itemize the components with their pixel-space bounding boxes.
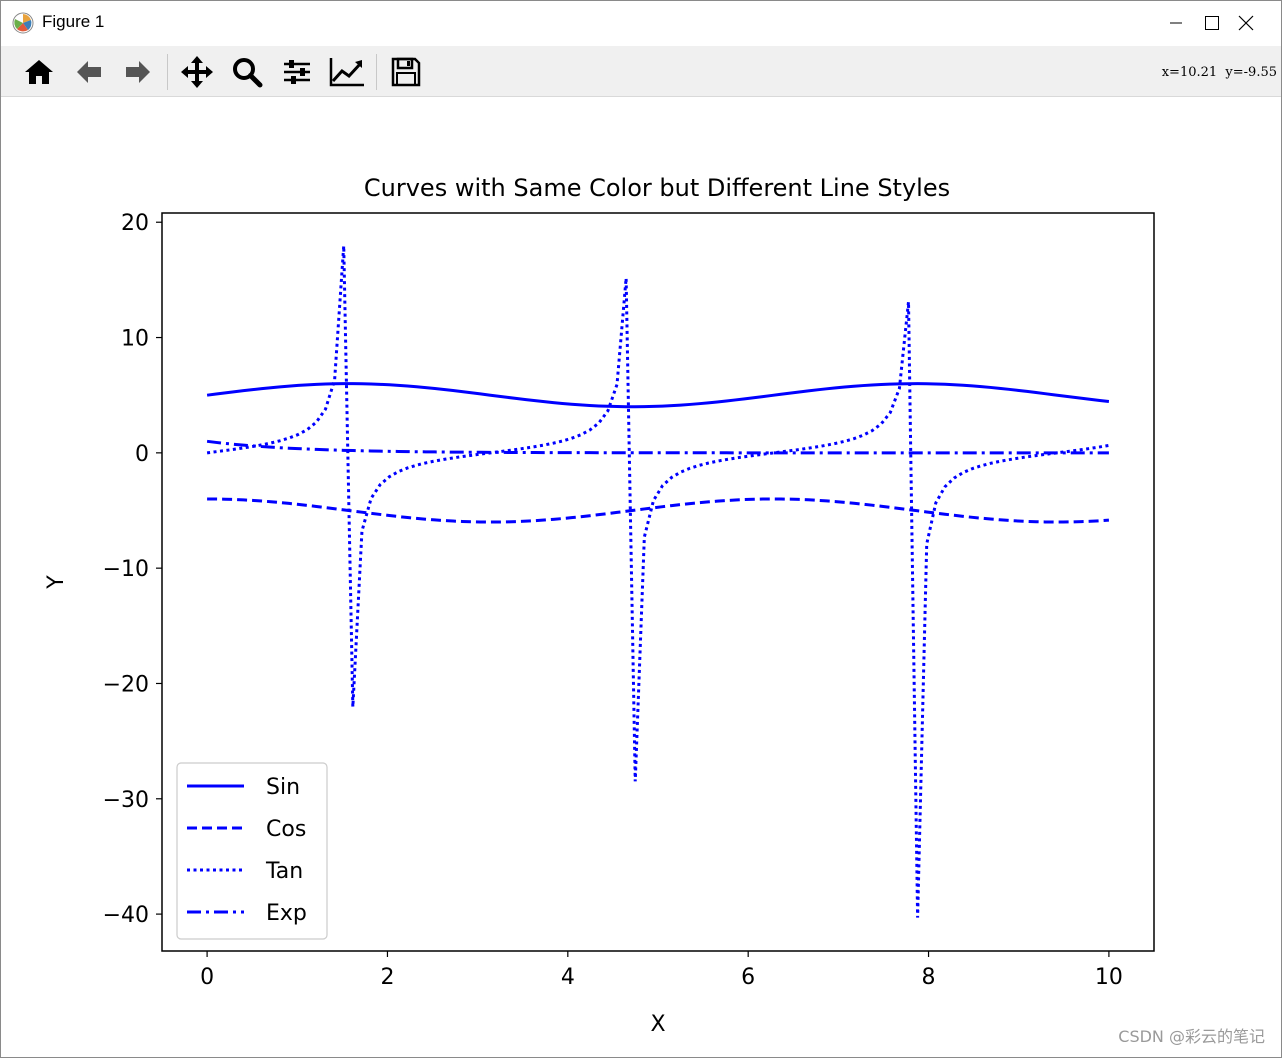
minimize-icon [1170, 22, 1182, 24]
x-tick-label: 2 [380, 965, 394, 990]
maximize-button[interactable] [1177, 1, 1247, 45]
y-tick-label: 0 [135, 442, 149, 467]
configure-subplots-icon [284, 60, 310, 84]
legend-box [176, 762, 328, 940]
x-tick-label: 0 [200, 965, 214, 990]
back-button[interactable] [71, 54, 107, 90]
minimize-button[interactable] [1141, 1, 1211, 45]
configure-subplots-button[interactable] [279, 54, 315, 90]
save-floppy-icon [391, 57, 421, 87]
pan-move-icon [181, 56, 213, 88]
cursor-coordinates: x=10.21 y=-9.55 [1161, 65, 1277, 80]
zoom-button[interactable] [229, 54, 265, 90]
y-axis-label: Y [44, 575, 69, 590]
toolbar-separator [376, 54, 377, 90]
navigation-toolbar: x=10.21 y=-9.55 [1, 46, 1281, 97]
y-axis: 20 10 0 −10 −20 −30 −40 [103, 211, 162, 928]
x-axis-label: X [650, 1012, 665, 1037]
x-tick-label: 10 [1095, 965, 1123, 990]
y-tick-label: 10 [121, 327, 149, 352]
toolbar-separator [167, 54, 168, 90]
csdn-watermark: CSDN @彩云的笔记 [1118, 1027, 1265, 1046]
series-line-sin [206, 382, 1110, 409]
series-line-tan [206, 245, 1110, 918]
close-icon [1238, 15, 1254, 31]
home-button[interactable] [21, 54, 57, 90]
y-tick-label: −20 [103, 672, 149, 697]
zoom-magnifier-icon [233, 58, 263, 88]
maximize-icon [1205, 16, 1219, 30]
x-axis: 0 2 4 6 8 10 [200, 951, 1123, 990]
y-tick-label: −40 [103, 903, 149, 928]
save-button[interactable] [388, 54, 424, 90]
legend-label-cos: Cos [266, 817, 306, 842]
close-button[interactable] [1211, 1, 1281, 45]
y-tick-label: −10 [103, 557, 149, 582]
x-tick-label: 8 [922, 965, 936, 990]
edit-axis-button[interactable] [329, 54, 365, 90]
legend-label-tan: Tan [265, 859, 303, 884]
edit-axis-icon [329, 58, 364, 87]
forward-arrow-icon [126, 61, 150, 83]
legend: Sin Cos Tan Exp [176, 762, 328, 940]
series-line-exp [206, 439, 1109, 455]
chart-title: Curves with Same Color but Different Lin… [364, 174, 950, 202]
x-tick-label: 4 [561, 965, 575, 990]
window-title: Figure 1 [42, 12, 105, 31]
forward-button[interactable] [120, 54, 156, 90]
back-arrow-icon [77, 61, 101, 83]
x-tick-label: 6 [741, 965, 755, 990]
legend-label-exp: Exp [266, 901, 307, 926]
line-chart[interactable]: Curves with Same Color but Different Lin… [1, 97, 1281, 1057]
y-tick-label: −30 [103, 788, 149, 813]
pan-button[interactable] [179, 54, 215, 90]
series-line-cos [207, 497, 1110, 524]
home-icon [25, 60, 53, 84]
legend-label-sin: Sin [266, 775, 300, 800]
y-tick-label: 20 [121, 211, 149, 236]
matplotlib-app-icon [12, 12, 34, 34]
title-bar: Figure 1 [1, 1, 1281, 45]
